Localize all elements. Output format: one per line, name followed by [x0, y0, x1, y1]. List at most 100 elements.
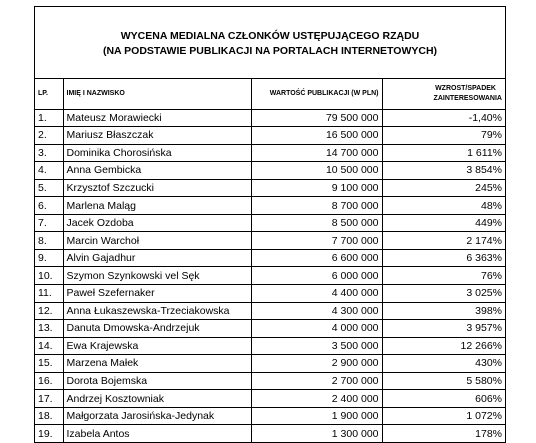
cell-name: Mariusz Błaszczak	[62, 126, 252, 145]
cell-lp: 10.	[35, 266, 64, 285]
cell-lp: 8.	[35, 231, 64, 250]
header-value: WARTOŚĆ PUBLIKACJI (W PLN)	[250, 79, 383, 110]
cell-lp: 16.	[35, 371, 64, 391]
table-row: 16. Dorota Bojemska 2 700 000 5 580%	[35, 371, 505, 391]
table-body: 1. Mateusz Morawiecki 79 500 000 -1,40% 2. Ma…	[35, 108, 505, 443]
cell-growth: 79%	[381, 126, 505, 145]
cell-name: Izabela Antos	[62, 424, 252, 443]
cell-value: 2 900 000	[250, 354, 383, 373]
cell-growth: 48%	[381, 196, 505, 215]
cell-lp: 17.	[35, 389, 64, 408]
cell-lp: 1.	[35, 108, 64, 128]
cell-name: Anna Łukaszewska-Trzeciakowska	[62, 301, 252, 321]
cell-value: 9 100 000	[250, 178, 383, 198]
cell-lp: 18.	[35, 406, 64, 426]
cell-value: 2 400 000	[250, 389, 383, 408]
table-subtitle: (NA PODSTAWIE PUBLIKACJI NA PORTALACH IN…	[102, 44, 438, 57]
cell-growth: 12 266%	[381, 336, 505, 356]
cell-value: 6 000 000	[250, 266, 383, 285]
cell-lp: 3.	[35, 143, 64, 163]
table-row: 8. Marcin Warchoł 7 700 000 2 174%	[35, 231, 505, 250]
table-row: 5. Krzysztof Szczucki 9 100 000 245%	[35, 178, 505, 198]
cell-value: 7 700 000	[250, 231, 383, 250]
table-row: 11. Paweł Szefernaker 4 400 000 3 025%	[35, 283, 505, 303]
cell-name: Anna Gembicka	[62, 161, 252, 180]
cell-growth: 178%	[381, 424, 505, 443]
table-row: 18. Małgorzata Jarosińska-Jedynak 1 900 00…	[35, 406, 505, 426]
cell-growth: 3 025%	[381, 283, 505, 303]
table-row: 1. Mateusz Morawiecki 79 500 000 -1,40%	[35, 108, 505, 128]
cell-name: Andrzej Kosztowniak	[62, 389, 252, 408]
header-growth: WZROST/SPADEK ZAINTERESOWANIA	[381, 79, 505, 110]
cell-lp: 13.	[35, 319, 64, 338]
cell-lp: 19.	[35, 424, 64, 443]
cell-lp: 6.	[35, 196, 64, 215]
cell-value: 6 600 000	[250, 248, 383, 268]
cell-name: Alvin Gajadhur	[62, 248, 252, 268]
valuation-table: LP. IMIĘ I NAZWISKO WARTOŚĆ PUBLIKACJI (…	[35, 79, 505, 443]
cell-lp: 5.	[35, 178, 64, 198]
header-growth-line1: WZROST/SPADEK	[435, 84, 496, 92]
cell-name: Jacek Ozdoba	[62, 213, 252, 233]
table-row: 10. Szymon Szynkowski vel Sęk 6 000 000 76%	[35, 266, 505, 285]
cell-name: Krzysztof Szczucki	[62, 178, 252, 198]
cell-name: Ewa Krajewska	[62, 336, 252, 356]
cell-value: 2 700 000	[250, 371, 383, 391]
cell-growth: 606%	[381, 389, 505, 408]
header-row: LP. IMIĘ I NAZWISKO WARTOŚĆ PUBLIKACJI (…	[35, 79, 505, 110]
table-row: 14. Ewa Krajewska 3 500 000 12 266%	[35, 336, 505, 356]
cell-lp: 12.	[35, 301, 64, 321]
cell-value: 8 700 000	[250, 196, 383, 215]
cell-value: 10 500 000	[250, 161, 383, 180]
cell-growth: 2 174%	[381, 231, 505, 250]
cell-value: 3 500 000	[250, 336, 383, 356]
cell-growth: 1 072%	[381, 406, 505, 426]
cell-lp: 2.	[35, 126, 64, 145]
cell-growth: 5 580%	[381, 371, 505, 391]
valuation-table-sheet: WYCENA MEDIALNA CZŁONKÓW USTĘPUJĄCEGO RZ…	[34, 6, 506, 443]
cell-name: Paweł Szefernaker	[62, 283, 252, 303]
table-row: 13. Danuta Dmowska-Andrzejuk 4 000 000 3 95…	[35, 319, 505, 338]
cell-lp: 7.	[35, 213, 64, 233]
cell-lp: 11.	[35, 283, 64, 303]
cell-name: Dorota Bojemska	[62, 371, 252, 391]
table-row: 12. Anna Łukaszewska-Trzeciakowska 4 300 0…	[35, 301, 505, 321]
cell-name: Szymon Szynkowski vel Sęk	[62, 266, 252, 285]
table-row: 9. Alvin Gajadhur 6 600 000 6 363%	[35, 248, 505, 268]
table-title: WYCENA MEDIALNA CZŁONKÓW USTĘPUJĄCEGO RZ…	[120, 29, 420, 42]
cell-lp: 4.	[35, 161, 64, 180]
table-row: 19. Izabela Antos 1 300 000 178%	[35, 424, 505, 443]
cell-lp: 15.	[35, 354, 64, 373]
cell-value: 8 500 000	[250, 213, 383, 233]
table-row: 4. Anna Gembicka 10 500 000 3 854%	[35, 161, 505, 180]
cell-growth: 1 611%	[381, 143, 505, 163]
cell-growth: 76%	[381, 266, 505, 285]
table-row: 15. Marzena Małek 2 900 000 430%	[35, 354, 505, 373]
table-row: 6. Marlena Maląg 8 700 000 48%	[35, 196, 505, 215]
header-growth-line2: ZAINTERESOWANIA	[433, 94, 502, 102]
cell-growth: 6 363%	[381, 248, 505, 268]
header-lp: LP.	[35, 79, 64, 110]
cell-name: Danuta Dmowska-Andrzejuk	[62, 319, 252, 338]
cell-value: 1 900 000	[250, 406, 383, 426]
cell-name: Małgorzata Jarosińska-Jedynak	[62, 406, 252, 426]
cell-growth: 398%	[381, 301, 505, 321]
cell-lp: 14.	[35, 336, 64, 356]
cell-growth: 3 854%	[381, 161, 505, 180]
cell-value: 1 300 000	[250, 424, 383, 443]
header-name: IMIĘ I NAZWISKO	[62, 79, 252, 110]
cell-name: Marzena Małek	[62, 354, 252, 373]
cell-value: 79 500 000	[250, 108, 383, 128]
cell-growth: -1,40%	[381, 108, 505, 128]
cell-growth: 3 957%	[381, 319, 505, 338]
cell-value: 4 000 000	[250, 319, 383, 338]
table-title-block: WYCENA MEDIALNA CZŁONKÓW USTĘPUJĄCEGO RZ…	[35, 7, 505, 79]
table-row: 3. Dominika Chorosińska 14 700 000 1 611%	[35, 143, 505, 163]
table-row: 2. Mariusz Błaszczak 16 500 000 79%	[35, 126, 505, 145]
table-row: 7. Jacek Ozdoba 8 500 000 449%	[35, 213, 505, 233]
cell-growth: 245%	[381, 178, 505, 198]
cell-value: 16 500 000	[250, 126, 383, 145]
cell-value: 14 700 000	[250, 143, 383, 163]
cell-name: Marcin Warchoł	[62, 231, 252, 250]
cell-name: Mateusz Morawiecki	[62, 108, 252, 128]
